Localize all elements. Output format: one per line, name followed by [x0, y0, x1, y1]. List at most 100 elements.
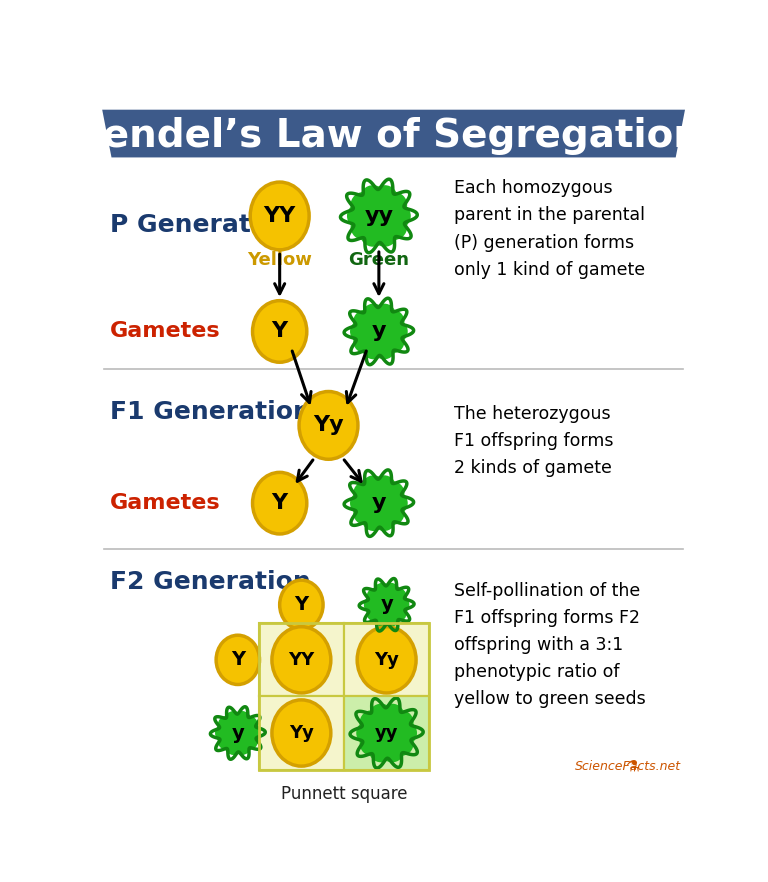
Circle shape [360, 220, 386, 247]
Text: YY: YY [288, 651, 315, 669]
Text: Gametes: Gametes [110, 321, 220, 341]
Circle shape [381, 482, 405, 505]
Circle shape [369, 704, 393, 729]
Text: Mendel’s Law of Segregation: Mendel’s Law of Segregation [65, 117, 701, 155]
Bar [259, 697, 344, 770]
Circle shape [381, 502, 405, 525]
Ellipse shape [250, 182, 310, 250]
Text: Gametes: Gametes [110, 493, 220, 513]
Circle shape [217, 716, 237, 735]
Circle shape [217, 732, 237, 750]
Bar [344, 697, 429, 770]
Ellipse shape [272, 700, 331, 766]
Text: Y: Y [230, 650, 245, 669]
Circle shape [384, 491, 408, 515]
Circle shape [360, 185, 386, 211]
Circle shape [389, 603, 407, 622]
Text: Yy: Yy [289, 724, 314, 742]
Circle shape [385, 203, 411, 229]
Ellipse shape [280, 580, 323, 630]
Circle shape [215, 724, 233, 743]
Ellipse shape [272, 627, 331, 693]
Circle shape [381, 330, 405, 353]
Circle shape [380, 737, 405, 762]
Circle shape [359, 312, 398, 350]
Circle shape [362, 336, 386, 359]
Circle shape [373, 583, 392, 602]
Polygon shape [102, 109, 685, 157]
Circle shape [359, 710, 385, 735]
Text: ScienceFacts.net: ScienceFacts.net [575, 760, 681, 773]
Circle shape [353, 330, 377, 353]
Text: yy: yy [375, 724, 399, 742]
Circle shape [366, 603, 385, 622]
Circle shape [240, 716, 258, 735]
Text: ⚗: ⚗ [625, 759, 639, 774]
Circle shape [384, 320, 408, 343]
Text: Yellow: Yellow [247, 250, 312, 269]
Circle shape [353, 482, 377, 505]
Circle shape [380, 704, 405, 729]
Circle shape [353, 502, 377, 525]
Text: y: y [372, 493, 386, 513]
Bar [259, 624, 429, 770]
Text: F1 Generation: F1 Generation [110, 400, 311, 424]
Circle shape [362, 303, 386, 327]
Circle shape [362, 475, 386, 498]
Circle shape [356, 721, 381, 745]
Circle shape [382, 609, 400, 627]
Text: yy: yy [364, 206, 393, 226]
Circle shape [350, 192, 376, 218]
Ellipse shape [357, 627, 416, 693]
Circle shape [233, 736, 251, 755]
Circle shape [350, 214, 376, 240]
Text: Punnett square: Punnett square [281, 785, 407, 803]
Text: Green: Green [349, 250, 409, 269]
Circle shape [242, 724, 260, 743]
Circle shape [358, 195, 400, 237]
Circle shape [364, 595, 382, 614]
Bar [259, 624, 344, 697]
Text: Yy: Yy [374, 651, 399, 669]
Circle shape [372, 590, 402, 620]
Circle shape [359, 484, 398, 522]
Text: F2 Generation: F2 Generation [110, 570, 311, 594]
Circle shape [350, 491, 373, 515]
Circle shape [366, 713, 407, 753]
Circle shape [372, 185, 398, 211]
Ellipse shape [299, 392, 358, 460]
Ellipse shape [253, 473, 306, 534]
Circle shape [382, 583, 400, 602]
Ellipse shape [253, 301, 306, 363]
Text: Y: Y [272, 493, 288, 513]
Circle shape [359, 731, 385, 756]
Text: Each homozygous
parent in the parental
(P) generation forms
only 1 kind of gamet: Each homozygous parent in the parental (… [454, 179, 645, 279]
Circle shape [372, 303, 396, 327]
Circle shape [373, 609, 392, 627]
Circle shape [389, 710, 414, 735]
Circle shape [347, 203, 373, 229]
Text: y: y [231, 723, 244, 743]
Text: Yy: Yy [313, 415, 344, 436]
Text: y: y [372, 321, 386, 341]
Circle shape [369, 737, 393, 762]
Circle shape [362, 508, 386, 531]
Circle shape [389, 587, 407, 606]
Circle shape [392, 721, 417, 745]
Text: Y: Y [294, 595, 309, 614]
Circle shape [381, 192, 407, 218]
Text: The heterozygous
F1 offspring forms
2 kinds of gamete: The heterozygous F1 offspring forms 2 ki… [454, 405, 614, 477]
Circle shape [372, 508, 396, 531]
Circle shape [372, 336, 396, 359]
Text: y: y [380, 595, 393, 614]
Circle shape [372, 475, 396, 498]
Circle shape [233, 711, 251, 729]
Text: P Generation: P Generation [110, 213, 295, 237]
Circle shape [372, 220, 398, 247]
Circle shape [224, 736, 243, 755]
Text: Self-pollination of the
F1 offspring forms F2
offspring with a 3:1
phenotypic ra: Self-pollination of the F1 offspring for… [454, 581, 646, 708]
Bar [344, 624, 429, 697]
Circle shape [381, 310, 405, 333]
Ellipse shape [216, 635, 260, 684]
Text: Y: Y [272, 321, 288, 341]
